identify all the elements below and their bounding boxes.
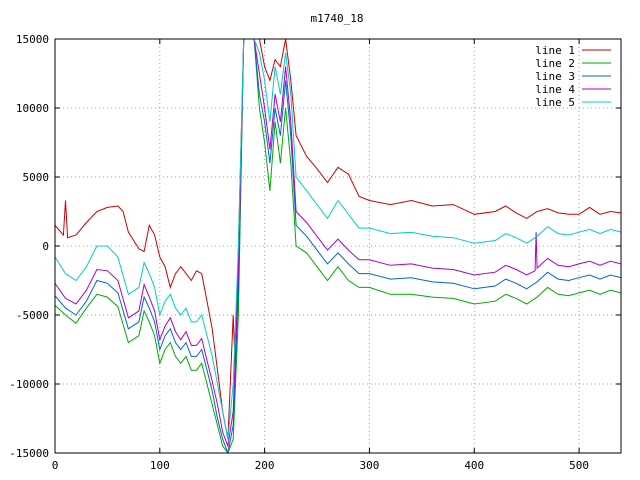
y-tick-label: 15000 (16, 33, 49, 46)
plot-area (55, 39, 621, 453)
x-tick-label: 400 (464, 459, 484, 472)
legend-label-3: line 3 (535, 70, 575, 83)
y-tick-label: 0 (42, 240, 49, 253)
y-tick-label: -5000 (16, 309, 49, 322)
axis-layer: 0 100 200 300 400 500 -15000 -10000 -5000 0 5000 10… (9, 33, 621, 472)
x-tick-label: 0 (52, 459, 59, 472)
x-tick-label: 500 (569, 459, 589, 472)
y-tick-label: -15000 (9, 447, 49, 460)
legend-label-1: line 1 (535, 44, 575, 57)
y-tick-label: -10000 (9, 378, 49, 391)
y-tick-label: 5000 (23, 171, 50, 184)
series-line-1 (55, 39, 621, 440)
series-line-3 (55, 39, 621, 453)
series-line-4 (55, 39, 621, 449)
x-tick-label: 200 (255, 459, 275, 472)
y-tick-label: 10000 (16, 102, 49, 115)
x-tick-label: 300 (360, 459, 380, 472)
chart-title: m1740_18 (311, 12, 364, 25)
x-tick-label: 100 (150, 459, 170, 472)
series-line-5 (55, 39, 621, 440)
legend-label-2: line 2 (535, 57, 575, 70)
legend-label-5: line 5 (535, 96, 575, 109)
series-line-2 (55, 39, 621, 453)
legend-label-4: line 4 (535, 83, 575, 96)
